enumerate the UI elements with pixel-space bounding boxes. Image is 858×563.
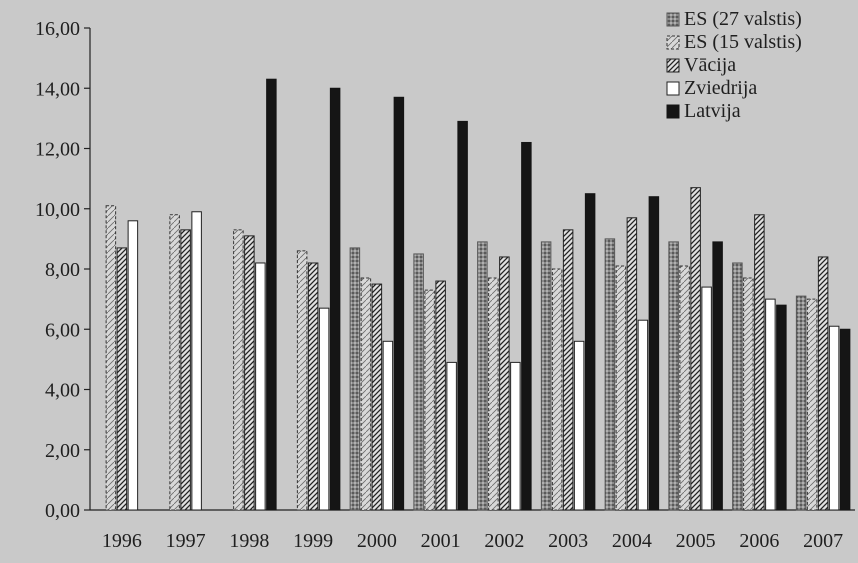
legend-label: ES (15 valstis) (684, 31, 802, 53)
bar-dotted-gray-2002 (477, 241, 488, 511)
legend-swatch (666, 58, 680, 73)
bar-dotted-gray-2006 (732, 262, 743, 511)
x-tick-label: 2003 (548, 530, 588, 552)
bar-diagonal-hatch-2007 (817, 256, 829, 511)
bar-diagonal-hatch-2000 (371, 283, 383, 511)
y-tick-label: 6,00 (45, 319, 80, 341)
bar-dashed-outline-1998 (233, 229, 244, 511)
bar-white-2000 (382, 340, 394, 511)
bar-dashed-outline-2000 (360, 277, 372, 511)
bar-diagonal-hatch-2006 (754, 214, 765, 511)
bar-black-2003 (584, 193, 596, 511)
y-tick-label: 0,00 (45, 500, 80, 522)
bar-dotted-gray-2005 (668, 241, 679, 511)
bar-black-2002 (521, 141, 532, 511)
x-tick-label: 2002 (484, 530, 524, 552)
x-tick-label: 1996 (102, 530, 142, 552)
bar-white-2002 (510, 361, 521, 511)
y-tick-label: 10,00 (35, 199, 80, 221)
y-tick-label: 14,00 (35, 78, 80, 100)
x-tick-label: 2007 (803, 530, 843, 552)
bars (105, 78, 851, 511)
bar-dashed-outline-1999 (296, 250, 308, 511)
y-tick-label: 12,00 (35, 139, 80, 161)
legend: ES (27 valstis)ES (15 valstis)VācijaZvie… (666, 8, 802, 122)
bar-diagonal-hatch-1997 (180, 229, 191, 511)
bar-dashed-outline-2001 (424, 289, 435, 511)
bar-dashed-outline-2003 (551, 268, 563, 511)
bar-dotted-gray-2000 (349, 247, 361, 511)
y-ticks: 0,00 2,00 4,00 6,00 8,00 10,00 12,00 14,00 16,00 (35, 18, 90, 522)
bar-diagonal-hatch-1999 (307, 262, 319, 511)
bar-black-2004 (648, 196, 660, 511)
bar-white-2007 (828, 325, 840, 511)
bar-dashed-outline-2007 (806, 298, 818, 511)
y-tick-label: 8,00 (45, 259, 80, 281)
bar-diagonal-hatch-2004 (626, 217, 638, 511)
bar-diagonal-hatch-2005 (690, 187, 701, 511)
bar-white-2006 (765, 298, 776, 511)
bar-dotted-gray-2001 (413, 253, 424, 511)
legend-label: Vācija (684, 54, 736, 76)
bar-black-2001 (457, 120, 468, 511)
bar-white-2001 (446, 361, 457, 511)
bar-dotted-gray-2003 (540, 241, 552, 511)
legend-swatch (666, 12, 680, 27)
bar-white-2003 (573, 340, 585, 511)
bar-black-2006 (776, 304, 787, 511)
bar-dashed-outline-2005 (679, 265, 690, 511)
legend-swatch (666, 35, 680, 50)
bar-dashed-outline-2006 (743, 277, 754, 511)
x-tick-label: 1997 (166, 530, 206, 552)
bar-dotted-gray-2004 (604, 238, 616, 511)
bar-black-1998 (266, 78, 277, 511)
bar-diagonal-hatch-2002 (499, 256, 510, 511)
bar-dotted-gray-2007 (795, 295, 807, 511)
bar-black-2007 (839, 328, 851, 511)
bar-white-1998 (255, 262, 266, 511)
bar-diagonal-hatch-2003 (562, 229, 574, 511)
bar-white-1997 (191, 211, 202, 511)
bar-diagonal-hatch-1996 (116, 247, 128, 511)
bar-white-1996 (127, 220, 139, 511)
bar-diagonal-hatch-2001 (435, 280, 446, 511)
y-tick-label: 16,00 (35, 18, 80, 40)
x-tick-label: 2000 (357, 530, 397, 552)
legend-swatch (666, 104, 680, 119)
x-tick-label: 1999 (293, 530, 333, 552)
legend-label: ES (27 valstis) (684, 8, 802, 30)
x-tick-label: 2001 (421, 530, 461, 552)
bar-white-1999 (318, 307, 330, 511)
legend-label: Zviedrija (684, 77, 757, 99)
legend-label: Latvija (684, 100, 741, 122)
bar-black-2000 (393, 96, 405, 511)
x-tick-labels: 1996 1997 1998 1999 2000 2001 2002 2003 2004 2005… (102, 530, 843, 552)
legend-swatch (666, 81, 680, 96)
bar-dashed-outline-1997 (169, 214, 180, 511)
bar-white-2004 (637, 319, 649, 511)
bar-white-2005 (701, 286, 712, 511)
bar-diagonal-hatch-1998 (244, 235, 255, 511)
x-tick-label: 1998 (229, 530, 269, 552)
x-tick-label: 2005 (676, 530, 716, 552)
x-tick-label: 2006 (739, 530, 779, 552)
x-tick-label: 2004 (612, 530, 652, 552)
y-tick-label: 4,00 (45, 380, 80, 402)
bar-dashed-outline-2002 (488, 277, 499, 511)
bar-dashed-outline-1996 (105, 205, 117, 511)
bar-black-1999 (329, 87, 341, 511)
y-tick-label: 2,00 (45, 440, 80, 462)
bar-black-2005 (712, 241, 723, 511)
bar-dashed-outline-2004 (615, 265, 627, 511)
